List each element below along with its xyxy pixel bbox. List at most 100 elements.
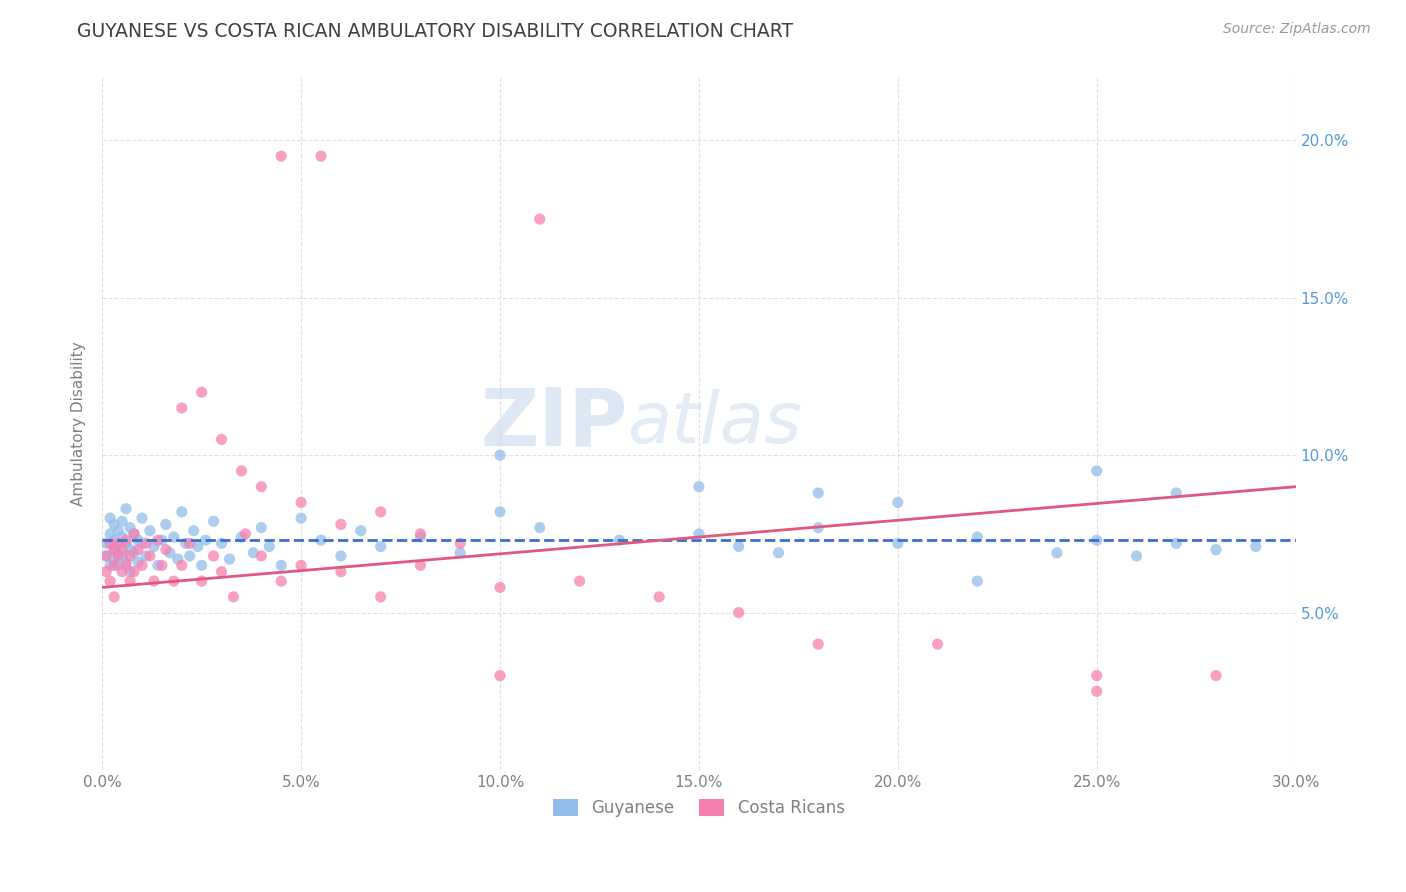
Point [529, 212, 551, 227]
Point [174, 536, 197, 550]
Point [1166, 486, 1188, 500]
Point [202, 549, 225, 563]
Point [1046, 546, 1069, 560]
Point [270, 574, 292, 588]
Point [120, 542, 142, 557]
Point [139, 549, 162, 563]
Point [103, 533, 125, 548]
Point [190, 558, 212, 573]
Point [131, 558, 153, 573]
Point [111, 542, 134, 557]
Point [489, 581, 512, 595]
Point [103, 558, 125, 573]
Point [727, 606, 749, 620]
Point [211, 433, 233, 447]
Point [183, 524, 205, 538]
Point [98, 527, 121, 541]
Point [409, 530, 432, 544]
Point [966, 530, 988, 544]
Point [170, 401, 193, 415]
Point [259, 540, 281, 554]
Point [529, 520, 551, 534]
Point [131, 511, 153, 525]
Point [807, 520, 830, 534]
Point [190, 574, 212, 588]
Point [163, 574, 186, 588]
Text: atlas: atlas [627, 389, 801, 458]
Point [290, 511, 312, 525]
Point [309, 533, 332, 548]
Point [489, 448, 512, 462]
Point [142, 574, 165, 588]
Point [107, 549, 129, 563]
Point [170, 505, 193, 519]
Point [966, 574, 988, 588]
Point [329, 549, 352, 563]
Point [807, 637, 830, 651]
Point [127, 533, 149, 548]
Point [1085, 684, 1108, 698]
Point [1205, 542, 1227, 557]
Point [190, 385, 212, 400]
Point [329, 517, 352, 532]
Point [1085, 668, 1108, 682]
Point [98, 536, 121, 550]
Point [107, 558, 129, 573]
Point [111, 565, 134, 579]
Point [127, 555, 149, 569]
Point [115, 501, 138, 516]
Point [170, 558, 193, 573]
Point [122, 565, 145, 579]
Text: GUYANESE VS COSTA RICAN AMBULATORY DISABILITY CORRELATION CHART: GUYANESE VS COSTA RICAN AMBULATORY DISAB… [77, 22, 793, 41]
Point [150, 558, 173, 573]
Point [887, 495, 910, 509]
Point [688, 527, 710, 541]
Point [115, 555, 138, 569]
Point [115, 536, 138, 550]
Point [727, 540, 749, 554]
Point [107, 536, 129, 550]
Point [127, 542, 149, 557]
Point [270, 149, 292, 163]
Point [96, 565, 118, 579]
Point [309, 149, 332, 163]
Point [122, 527, 145, 541]
Point [98, 558, 121, 573]
Point [1085, 533, 1108, 548]
Point [139, 524, 162, 538]
Point [290, 495, 312, 509]
Point [688, 480, 710, 494]
Point [146, 558, 169, 573]
Point [194, 533, 217, 548]
Point [218, 552, 240, 566]
Point [159, 546, 181, 560]
Point [290, 558, 312, 573]
Point [1244, 540, 1267, 554]
Point [449, 546, 471, 560]
Point [131, 536, 153, 550]
Text: Source: ZipAtlas.com: Source: ZipAtlas.com [1223, 22, 1371, 37]
Point [489, 668, 512, 682]
Point [111, 530, 134, 544]
Point [449, 536, 471, 550]
Point [146, 533, 169, 548]
Point [489, 505, 512, 519]
Point [103, 552, 125, 566]
Point [120, 520, 142, 534]
Point [231, 530, 253, 544]
Point [768, 546, 790, 560]
Point [96, 549, 118, 563]
Point [329, 565, 352, 579]
Point [103, 517, 125, 532]
Point [222, 590, 245, 604]
Point [115, 533, 138, 548]
Point [1125, 549, 1147, 563]
Point [96, 536, 118, 550]
Point [96, 549, 118, 563]
Point [1085, 464, 1108, 478]
Point [103, 542, 125, 557]
Point [927, 637, 949, 651]
Point [122, 527, 145, 541]
Point [250, 480, 273, 494]
Point [103, 590, 125, 604]
